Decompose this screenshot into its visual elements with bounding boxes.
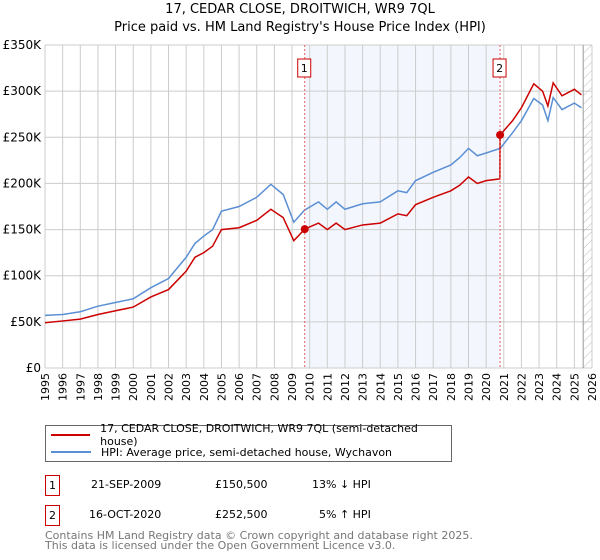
y-tick-label: £300K (3, 84, 43, 98)
x-tick-label: 2008 (268, 373, 281, 401)
sale-date: 21-SEP-2009 (91, 478, 162, 491)
x-tick-label: 2021 (498, 373, 511, 401)
x-tick-label: 2022 (515, 373, 528, 401)
series-line-hpi (44, 95, 582, 317)
legend-item-property: 17, CEDAR CLOSE, DROITWICH, WR9 7QL (sem… (51, 422, 451, 448)
x-tick-label: 1995 (39, 373, 52, 401)
x-tick-label: 2018 (445, 373, 458, 401)
chart-title: 17, CEDAR CLOSE, DROITWICH, WR9 7QL (165, 2, 435, 17)
y-tick-label: £250K (3, 130, 43, 144)
y-tick-label: £0 (26, 361, 41, 375)
legend: 17, CEDAR CLOSE, DROITWICH, WR9 7QL (sem… (45, 422, 452, 462)
sale-price: £252,500 (215, 508, 268, 521)
sale-marker-label: 1 (301, 62, 308, 75)
legend-line-blue (51, 451, 91, 453)
legend-label: 17, CEDAR CLOSE, DROITWICH, WR9 7QL (sem… (100, 422, 418, 448)
x-tick-label: 2023 (533, 373, 546, 401)
sale-price: £150,500 (215, 478, 268, 491)
legend-item-hpi: HPI: Average price, semi-detached house,… (51, 444, 392, 460)
x-tick-label: 2017 (427, 373, 440, 401)
y-tick-label: £350K (3, 38, 43, 52)
x-tick-label: 2010 (304, 373, 317, 401)
footer-line: This data is licensed under the Open Gov… (45, 539, 396, 552)
x-tick-label: 1999 (110, 373, 123, 401)
x-tick-label: 2005 (215, 373, 228, 401)
x-tick-label: 2016 (410, 373, 423, 401)
legend-label: HPI: Average price, semi-detached house,… (101, 445, 393, 459)
sale-period-shading (304, 45, 501, 368)
x-tick-label: 2024 (551, 373, 564, 401)
y-tick-label: £150K (3, 223, 43, 237)
price-chart: 1995 1996 1997 1998 1999 2000 2001 2002 2003 2004… (3, 38, 599, 401)
x-tick-label: 2002 (163, 373, 176, 401)
x-tick-label: 2025 (568, 373, 581, 401)
chart-subtitle: Price paid vs. HM Land Registry's House … (114, 20, 486, 35)
sale-hpi: 5% ↑ HPI (319, 508, 371, 521)
x-tick-label: 2014 (374, 373, 387, 401)
sale-badge: 2 (45, 505, 60, 526)
x-tick-label: 2001 (145, 373, 158, 401)
sale-date: 16-OCT-2020 (89, 508, 162, 521)
x-tick-label: 2011 (321, 373, 334, 401)
x-tick-label: 1997 (74, 373, 87, 401)
sale-marker-badge (492, 58, 507, 78)
y-tick-label: £200K (3, 176, 43, 190)
sale-hpi: 13% ↓ HPI (312, 478, 371, 491)
sale-point (300, 225, 309, 234)
series-line-property (44, 80, 582, 324)
sale-badge: 1 (45, 475, 60, 496)
x-tick-label: 2009 (286, 373, 299, 401)
legend-line-red (51, 434, 91, 436)
x-tick-label: 1996 (57, 373, 70, 401)
x-tick-label: 2003 (180, 373, 193, 401)
sale-point (496, 130, 505, 139)
x-tick-label: 2007 (251, 373, 264, 401)
x-tick-label: 2026 (586, 373, 599, 401)
x-tick-label: 1998 (92, 373, 105, 401)
sale-marker-label: 2 (496, 62, 503, 75)
forecast-hatch (583, 45, 592, 368)
x-tick-label: 2019 (462, 373, 475, 401)
x-tick-label: 2012 (339, 373, 352, 401)
sale-marker-badge (297, 58, 312, 78)
y-tick-label: £100K (3, 269, 43, 283)
x-tick-label: 2013 (357, 373, 370, 401)
footer: Contains HM Land Registry data © Crown c… (45, 529, 473, 552)
x-tick-label: 2004 (198, 373, 211, 401)
x-tick-label: 2015 (392, 373, 405, 401)
footer-line: Contains HM Land Registry data © Crown c… (45, 529, 473, 542)
x-tick-label: 2020 (480, 373, 493, 401)
x-tick-label: 2000 (127, 373, 140, 401)
y-tick-label: £50K (10, 315, 42, 329)
x-tick-label: 2006 (233, 373, 246, 401)
